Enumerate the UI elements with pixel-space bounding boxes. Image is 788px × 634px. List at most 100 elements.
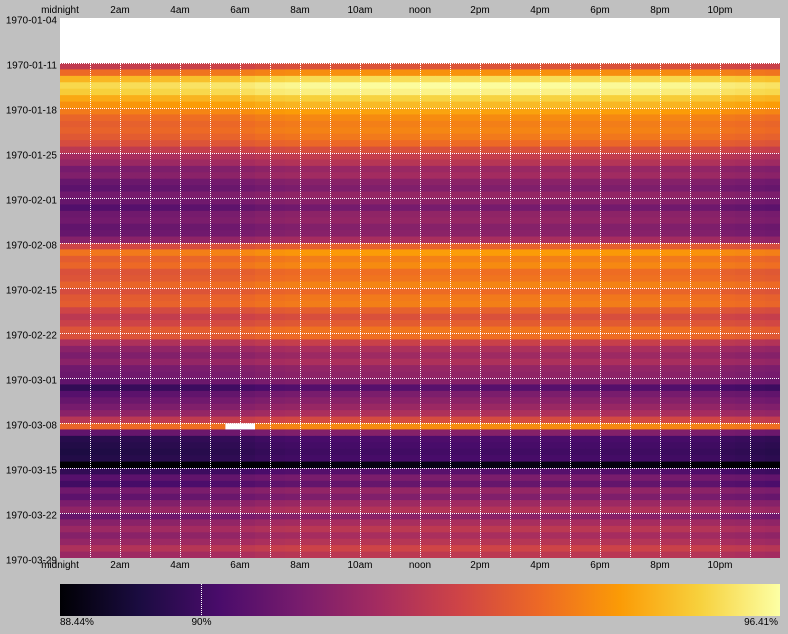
heatmap-cell	[75, 345, 91, 353]
heatmap-cell	[240, 390, 256, 398]
heatmap-cell	[300, 397, 316, 405]
heatmap-cell	[390, 165, 406, 173]
heatmap-cell	[315, 153, 331, 160]
x-tick-label: 4am	[170, 5, 190, 16]
heatmap-cell	[420, 416, 436, 424]
heatmap-cell	[540, 300, 556, 308]
heatmap-cell	[750, 532, 766, 540]
heatmap-cell	[105, 461, 121, 469]
heatmap-cell	[585, 95, 601, 102]
heatmap-cell	[450, 153, 466, 160]
heatmap-cell	[735, 69, 751, 77]
heatmap-cell	[225, 127, 241, 135]
heatmap-cell	[240, 416, 256, 424]
heatmap-cell	[660, 191, 676, 199]
heatmap-cell	[375, 339, 391, 347]
heatmap-cell	[60, 198, 76, 205]
heatmap-cell	[90, 217, 106, 225]
heatmap-cell	[615, 435, 631, 443]
heatmap-cell	[240, 397, 256, 405]
heatmap-cell	[675, 435, 691, 443]
heatmap-cell	[510, 275, 526, 282]
heatmap-cell	[540, 448, 556, 456]
heatmap-cell	[765, 236, 780, 244]
heatmap-cell	[165, 185, 181, 192]
heatmap-cell	[330, 532, 346, 540]
heatmap-cell	[420, 390, 436, 398]
heatmap-cell	[735, 532, 751, 540]
heatmap-cell	[405, 204, 421, 212]
heatmap-cell	[570, 198, 586, 205]
heatmap-cell	[525, 358, 541, 366]
heatmap-cell	[240, 442, 256, 450]
heatmap-cell	[195, 313, 211, 321]
heatmap-cell	[300, 493, 316, 501]
heatmap-cell	[225, 133, 241, 141]
heatmap-cell	[450, 243, 466, 250]
heatmap-cell	[735, 551, 751, 558]
heatmap-cell	[375, 185, 391, 192]
heatmap-cell	[585, 493, 601, 501]
heatmap-cell	[720, 358, 736, 366]
heatmap-cell	[630, 455, 646, 462]
heatmap-cell	[435, 146, 451, 154]
heatmap-cell	[450, 133, 466, 141]
heatmap-cell	[405, 127, 421, 135]
heatmap-cell	[210, 88, 226, 96]
heatmap-cell	[420, 513, 436, 520]
heatmap-cell	[525, 268, 541, 276]
heatmap-cell	[510, 172, 526, 180]
heatmap-cell	[180, 474, 196, 482]
heatmap-cell	[570, 545, 586, 552]
heatmap-cell	[435, 480, 451, 488]
heatmap-cell	[390, 358, 406, 366]
heatmap-cell	[675, 243, 691, 250]
heatmap-cell	[660, 423, 676, 430]
heatmap-cell	[120, 217, 136, 225]
heatmap-cell	[165, 390, 181, 398]
heatmap-cell	[465, 294, 481, 302]
heatmap-cell	[630, 114, 646, 122]
heatmap-cell	[690, 146, 706, 154]
heatmap-cell	[525, 165, 541, 173]
heatmap-cell	[645, 378, 661, 385]
heatmap-cell	[360, 223, 376, 231]
heatmap-plot	[60, 18, 780, 558]
heatmap-cell	[210, 191, 226, 199]
heatmap-cell	[255, 493, 271, 501]
heatmap-cell	[105, 468, 121, 475]
heatmap-cell	[525, 320, 541, 327]
heatmap-cell	[495, 82, 511, 90]
heatmap-cell	[465, 268, 481, 276]
heatmap-cell	[540, 230, 556, 237]
heatmap-cell	[270, 513, 286, 520]
heatmap-cell	[660, 525, 676, 533]
heatmap-cell	[750, 474, 766, 482]
heatmap-cell	[135, 390, 151, 398]
heatmap-cell	[705, 551, 721, 558]
heatmap-cell	[330, 423, 346, 430]
heatmap-cell	[555, 101, 571, 109]
heatmap-cell	[675, 146, 691, 154]
heatmap-cell	[405, 500, 421, 507]
heatmap-cell	[720, 165, 736, 173]
heatmap-cell	[435, 513, 451, 520]
heatmap-cell	[165, 165, 181, 173]
heatmap-cell	[510, 249, 526, 257]
heatmap-cell	[390, 429, 406, 437]
heatmap-cell	[405, 185, 421, 192]
heatmap-cell	[285, 365, 301, 372]
heatmap-cell	[480, 230, 496, 237]
heatmap-cell	[75, 532, 91, 540]
x-tick-label: 6am	[230, 5, 250, 16]
heatmap-cell	[630, 320, 646, 327]
heatmap-cell	[420, 165, 436, 173]
heatmap-cell	[180, 513, 196, 520]
heatmap-cell	[420, 320, 436, 327]
heatmap-cell	[315, 236, 331, 244]
heatmap-cell	[120, 300, 136, 308]
heatmap-cell	[210, 416, 226, 424]
heatmap-cell	[435, 423, 451, 430]
heatmap-cell	[255, 397, 271, 405]
heatmap-cell	[615, 551, 631, 558]
